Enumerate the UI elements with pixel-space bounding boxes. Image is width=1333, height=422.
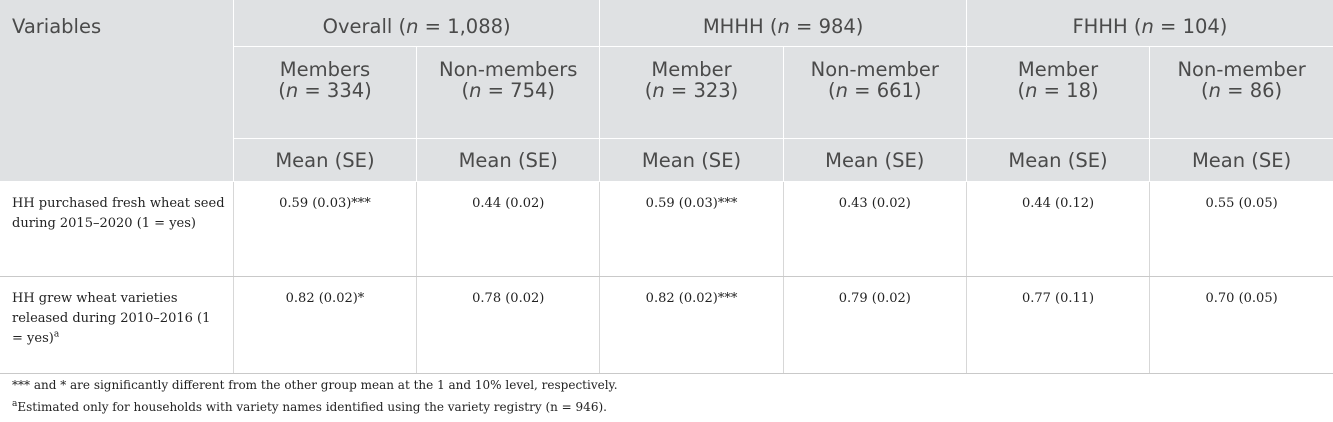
table-cell: 0.44 (0.12): [966, 181, 1151, 277]
table-cell: 0.59 (0.03)***: [599, 181, 784, 277]
subgroup-header: Non-member (n = 86): [1149, 46, 1333, 139]
table-row: HH grew wheat varieties released during …: [0, 276, 1333, 374]
table-cell: 0.43 (0.02): [783, 181, 967, 277]
stat-header: Mean (SE): [599, 138, 784, 182]
row-label: HH purchased fresh wheat seed during 201…: [0, 181, 234, 277]
table-cell: 0.59 (0.03)***: [233, 181, 418, 277]
subgroup-header: Non-member (n = 661): [783, 46, 967, 139]
group-header-overall: Overall (n = 1,088): [233, 0, 601, 47]
stat-header: Mean (SE): [1149, 138, 1333, 182]
header-row-groups: Variables Overall (n = 1,088) MHHH (n = …: [0, 0, 1333, 182]
group-header-mhhh: MHHH (n = 984): [599, 0, 967, 47]
header-row-subgroups: Members (n = 334) Non-members (n = 754) Me…: [0, 46, 1333, 139]
table-row: HH purchased fresh wheat seed during 201…: [0, 181, 1333, 277]
table-cell: 0.82 (0.02)***: [599, 276, 784, 374]
subgroup-header: Members (n = 334): [233, 46, 418, 139]
table-cell: 0.44 (0.02): [416, 181, 601, 277]
stat-header: Mean (SE): [783, 138, 967, 182]
group-header-fhhh: FHHH (n = 104): [966, 0, 1333, 47]
stat-header: Mean (SE): [966, 138, 1151, 182]
subgroup-header: Member (n = 18): [966, 46, 1151, 139]
header-row-stats: Mean (SE) Mean (SE) Mean (SE) Mean (SE) …: [0, 138, 1333, 182]
subgroup-header: Non-members (n = 754): [416, 46, 601, 139]
table-cell: 0.70 (0.05): [1149, 276, 1333, 374]
stat-header: Mean (SE): [233, 138, 418, 182]
results-table: Variables Overall (n = 1,088) MHHH (n = …: [0, 0, 1333, 374]
footnote-a: aEstimated only for households with vari…: [12, 399, 607, 415]
table-cell: 0.77 (0.11): [966, 276, 1151, 374]
table-cell: 0.82 (0.02)*: [233, 276, 418, 374]
variables-header: Variables: [0, 0, 234, 182]
footnote-significance: *** and * are significantly different fr…: [12, 378, 618, 392]
table-cell: 0.78 (0.02): [416, 276, 601, 374]
table-footnotes: *** and * are significantly different fr…: [12, 374, 618, 418]
stat-header: Mean (SE): [416, 138, 601, 182]
row-label: HH grew wheat varieties released during …: [0, 276, 234, 374]
subgroup-header: Member (n = 323): [599, 46, 784, 139]
table-cell: 0.55 (0.05): [1149, 181, 1333, 277]
table-cell: 0.79 (0.02): [783, 276, 967, 374]
